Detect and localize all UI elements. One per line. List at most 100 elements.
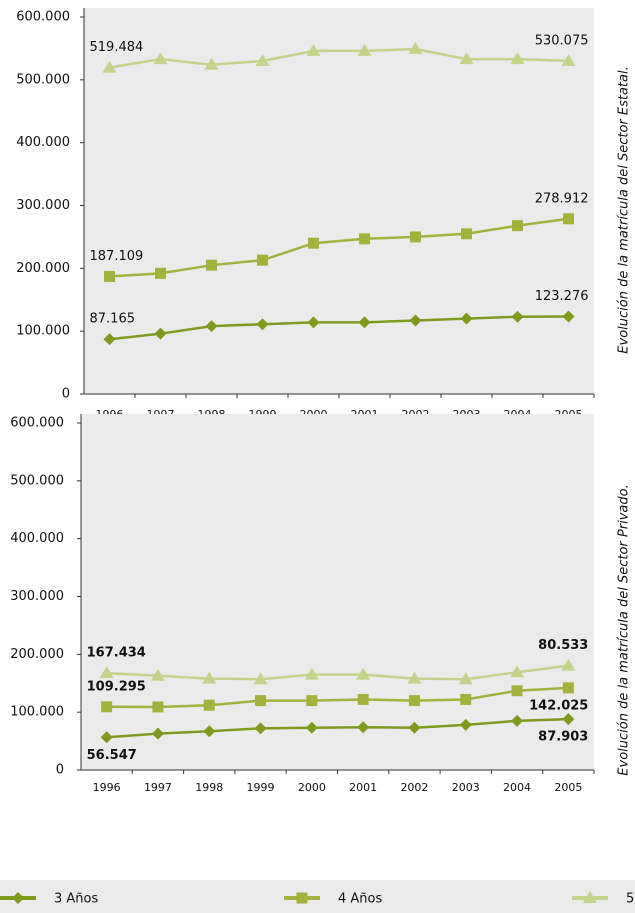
y-tick-label: 600.000 (10, 416, 64, 431)
data-label: 87.165 (90, 312, 136, 327)
y-tick-label: 0 (62, 387, 70, 402)
data-point (203, 699, 215, 711)
y-tick-label: 400.000 (16, 135, 70, 150)
data-label: 87.903 (538, 730, 588, 745)
data-point (459, 718, 472, 731)
data-point (562, 310, 575, 323)
data-point (409, 314, 422, 327)
x-tick-label: 1998 (195, 781, 223, 794)
data-point (408, 721, 421, 734)
data-point (304, 667, 319, 680)
data-point (561, 53, 576, 66)
data-point (255, 53, 270, 66)
data-label: 123.276 (535, 289, 589, 304)
data-point (257, 254, 268, 266)
data-point (510, 665, 525, 678)
data-point (100, 731, 113, 744)
y-tick-label: 500.000 (16, 72, 70, 87)
data-point (459, 52, 474, 65)
side-title: Evolución de la matrícula del Sector Pri… (617, 484, 632, 775)
legend-marker (12, 892, 24, 904)
data-point (205, 320, 218, 333)
x-tick-label: 2003 (452, 781, 480, 794)
data-point (562, 713, 575, 726)
data-label: 109.295 (87, 679, 146, 694)
data-point (408, 42, 423, 55)
y-tick-label: 600.000 (16, 10, 70, 25)
y-tick-label: 200.000 (10, 647, 64, 662)
data-label: 519.484 (90, 40, 144, 55)
data-label: 278.912 (535, 191, 589, 206)
data-point (255, 695, 267, 707)
data-point (358, 316, 371, 329)
data-point (407, 671, 422, 684)
x-tick-label: 2005 (554, 781, 582, 794)
annotation: 80.533 (538, 638, 588, 653)
data-point (206, 259, 217, 271)
data-point (461, 228, 472, 240)
data-point (104, 270, 115, 282)
data-point (152, 701, 164, 713)
data-point (512, 220, 523, 232)
data-point (306, 695, 318, 707)
series-line (109, 315, 569, 341)
plot-area (84, 8, 594, 394)
x-tick-label: 1997 (144, 781, 172, 794)
data-label: 530.075 (535, 33, 589, 48)
data-point (356, 667, 371, 680)
side-title: Evolución de la matrícula del Sector Est… (617, 66, 632, 353)
y-tick-label: 500.000 (10, 473, 64, 488)
y-tick-label: 100.000 (10, 705, 64, 720)
data-point (359, 233, 370, 245)
data-point (153, 52, 168, 65)
data-point (256, 318, 269, 331)
data-point (253, 672, 268, 685)
data-label: 142.025 (529, 698, 588, 713)
series-line (106, 686, 569, 709)
data-point (154, 327, 167, 340)
series-line (109, 217, 569, 278)
data-label: 167.434 (87, 646, 146, 661)
data-point (305, 721, 318, 734)
series-line (109, 47, 569, 69)
data-point (307, 316, 320, 329)
y-tick-label: 200.000 (16, 261, 70, 276)
data-point (99, 666, 114, 679)
data-point (511, 685, 523, 697)
data-point (151, 727, 164, 740)
y-tick-label: 300.000 (10, 589, 64, 604)
x-tick-label: 2002 (400, 781, 428, 794)
data-point (102, 60, 117, 73)
data-point (410, 231, 421, 243)
plot-area (81, 414, 594, 770)
data-point (308, 237, 319, 249)
y-tick-label: 300.000 (16, 198, 70, 213)
data-point (103, 333, 116, 346)
data-point (408, 695, 420, 707)
data-point (511, 310, 524, 323)
legend-marker (296, 892, 308, 904)
data-point (203, 725, 216, 738)
data-point (202, 671, 217, 684)
data-point (101, 701, 113, 713)
data-point (511, 714, 524, 727)
x-tick-label: 2000 (298, 781, 326, 794)
data-point (561, 658, 576, 671)
data-point (458, 672, 473, 685)
data-point (254, 722, 267, 735)
y-tick-label: 100.000 (16, 324, 70, 339)
data-point (562, 682, 574, 694)
data-label: 187.109 (90, 249, 144, 264)
data-point (460, 312, 473, 325)
legend-label: 3 Años (54, 892, 98, 907)
series-line (106, 717, 569, 739)
data-point (460, 693, 472, 705)
data-point (155, 267, 166, 279)
x-tick-label: 1996 (93, 781, 121, 794)
data-label: 56.547 (87, 748, 137, 763)
data-point (150, 668, 165, 681)
x-tick-label: 2004 (503, 781, 531, 794)
x-tick-label: 1999 (247, 781, 275, 794)
